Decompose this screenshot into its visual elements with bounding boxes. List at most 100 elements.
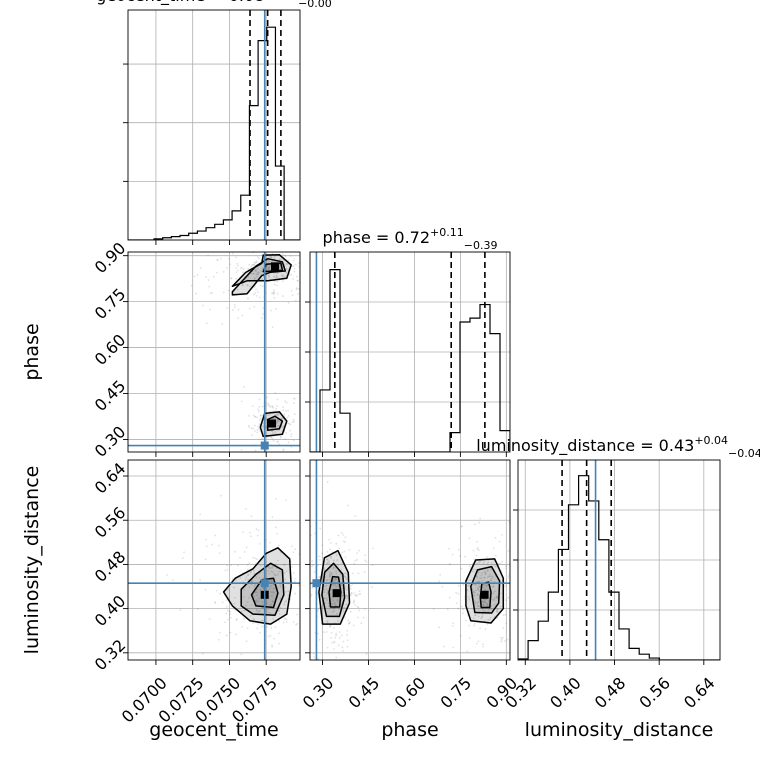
sample-point [290,289,293,292]
sample-point [312,652,315,655]
sample-point [258,398,261,401]
sample-point [278,619,280,622]
sample-point [464,555,466,558]
sample-point [183,551,185,554]
grid [128,252,300,452]
sample-point [497,608,499,610]
sample-point [294,299,297,302]
sample-point [275,414,277,416]
sample-point [247,424,250,427]
sample-point [316,249,318,251]
sample-point [271,326,274,329]
grid [310,460,510,660]
sample-point [197,608,200,610]
sample-point [258,597,260,600]
sample-point [520,581,522,583]
scatter-panel-phase-luminosity_distance [302,459,522,665]
sample-point [448,596,451,599]
sample-point [337,534,340,537]
hist-panel-geocent_time: geocent_time = 0.08+0.00−0.00 [96,0,332,245]
sample-point [282,274,284,277]
sample-point [496,608,498,611]
sample-point [307,633,309,635]
sample-point [270,256,273,259]
sample-point [308,237,310,239]
sample-point [245,604,247,607]
sample-point [247,267,250,270]
sample-point [199,266,202,269]
sample-point [462,583,465,586]
sample-point [250,272,253,275]
sample-point [240,228,242,230]
sample-point [473,591,476,594]
sample-point [219,592,222,595]
sample-point [271,516,274,518]
sample-point [225,612,228,615]
sample-point [472,594,475,596]
sample-point [331,602,333,605]
sample-point [332,599,335,602]
sample-point [504,613,507,616]
sample-point [476,572,479,574]
sample-point [346,645,349,648]
sample-point [253,264,255,266]
sample-point [276,420,279,423]
density-peak [332,589,341,598]
sample-point [301,550,303,552]
sample-point [246,241,248,243]
truth-marker [260,441,269,450]
sample-point [520,555,522,557]
sample-point [482,598,485,601]
sample-point [354,515,357,518]
sample-point [335,632,338,635]
sample-point [486,603,489,606]
sample-point [476,594,479,597]
sample-point [257,610,260,613]
sample-point [365,560,368,563]
sample-point [341,595,344,597]
scatter-panel-geocent_time-phase [123,221,318,457]
sample-point [326,646,329,649]
sample-point [350,592,353,594]
sample-point [271,645,274,648]
sample-point [201,652,204,655]
sample-point [289,423,292,426]
sample-point [294,662,296,664]
sample-point [331,611,334,613]
y-axis-label-luminosity_distance: luminosity_distance [21,466,43,655]
sample-point [255,608,258,611]
sample-point [493,580,496,583]
sample-point [344,536,347,539]
sample-point [442,645,445,648]
sample-point [473,523,476,526]
density-peak [480,590,489,599]
sample-point [275,248,277,250]
sample-point [253,572,256,575]
sample-point [271,292,274,294]
sample-point [282,448,285,451]
sample-point [353,599,355,602]
sample-point [342,649,344,652]
sample-point [273,283,276,286]
sample-point [283,275,286,278]
sample-point [302,567,304,569]
sample-point [321,544,324,547]
sample-point [205,276,208,279]
sample-point [269,591,272,593]
sample-point [467,583,470,586]
sample-point [259,588,262,591]
title-plus: +0.11 [430,226,464,239]
sample-point [261,405,264,408]
sample-point [495,595,498,598]
sample-point [259,430,261,432]
sample-point [227,237,229,239]
sample-point [296,622,299,625]
sample-point [244,221,246,223]
sample-point [311,565,313,568]
x-tick-label: 0.45 [345,673,384,712]
sample-point [301,566,303,568]
sample-point [285,271,288,274]
sample-point [490,578,493,580]
sample-point [295,287,298,289]
sample-point [360,585,362,587]
